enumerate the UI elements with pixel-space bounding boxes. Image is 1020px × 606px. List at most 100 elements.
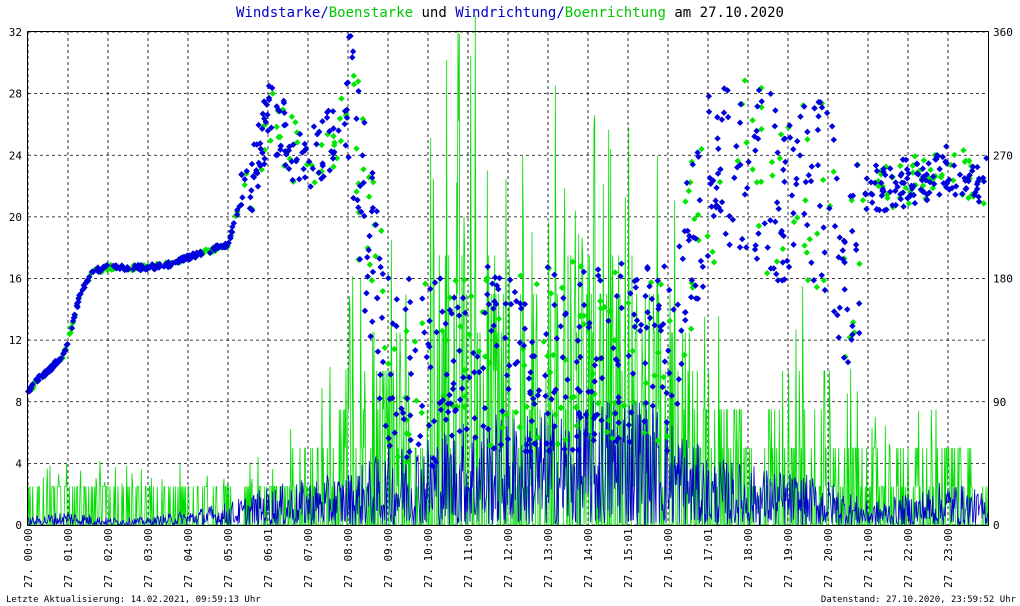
point-windrichtung: [427, 363, 434, 371]
point-windrichtung: [897, 191, 904, 198]
point-boenrichtung: [911, 153, 919, 160]
point-windrichtung: [470, 349, 477, 357]
point-windrichtung: [781, 178, 788, 185]
chart-title: Windstarke/Boenstarke und Windrichtung/B…: [236, 5, 784, 21]
point-windrichtung: [867, 179, 875, 186]
point-boenrichtung: [758, 125, 765, 133]
point-boenrichtung: [457, 323, 464, 330]
point-windrichtung: [368, 174, 376, 181]
point-windrichtung: [745, 158, 752, 166]
point-windrichtung: [443, 371, 450, 378]
point-windrichtung: [772, 107, 779, 114]
point-windrichtung: [878, 179, 885, 187]
point-windrichtung: [448, 432, 456, 439]
point-windrichtung: [268, 84, 276, 92]
point-windrichtung: [676, 243, 683, 250]
point-windrichtung: [484, 425, 492, 433]
point-windrichtung: [543, 330, 550, 338]
point-windrichtung: [576, 388, 584, 395]
point-windrichtung: [250, 174, 258, 181]
point-windrichtung: [421, 329, 428, 336]
point-windrichtung: [506, 276, 514, 284]
point-windrichtung: [615, 434, 622, 442]
point-boenrichtung: [589, 370, 597, 377]
point-windrichtung: [387, 371, 394, 378]
point-windrichtung: [764, 244, 771, 251]
point-boenrichtung: [66, 330, 73, 338]
point-windrichtung: [755, 230, 762, 237]
point-boenrichtung: [330, 163, 337, 170]
point-boenrichtung: [411, 338, 419, 345]
point-windrichtung: [913, 170, 921, 177]
point-boenrichtung: [330, 132, 337, 140]
point-boenrichtung: [534, 434, 542, 441]
point-windrichtung: [922, 177, 930, 184]
point-windrichtung: [781, 135, 789, 142]
point-windrichtung: [835, 254, 842, 261]
point-windrichtung: [248, 160, 256, 168]
point-windrichtung: [103, 262, 111, 269]
point-boenrichtung: [461, 367, 468, 374]
point-windrichtung: [431, 279, 439, 286]
point-boenrichtung: [554, 440, 562, 448]
point-windrichtung: [637, 321, 645, 328]
point-windrichtung: [227, 235, 234, 242]
point-boenrichtung: [523, 403, 531, 410]
point-windrichtung: [663, 389, 670, 397]
point-boenrichtung: [353, 145, 360, 152]
point-windrichtung: [517, 305, 525, 312]
point-windrichtung: [744, 184, 751, 192]
point-windrichtung: [290, 141, 297, 148]
point-windrichtung: [363, 289, 370, 297]
point-windrichtung: [484, 291, 491, 298]
x-tick-0: 27. 00:00: [22, 528, 35, 588]
point-windrichtung: [74, 303, 81, 311]
point-windrichtung: [632, 284, 639, 291]
point-windrichtung: [754, 135, 762, 142]
point-boenrichtung: [749, 166, 756, 173]
point-windrichtung: [598, 354, 605, 362]
x-tick-1: 27. 01:00: [62, 528, 75, 588]
point-windrichtung: [551, 271, 558, 278]
point-windrichtung: [343, 80, 351, 87]
point-windrichtung: [873, 205, 881, 213]
point-windrichtung: [959, 190, 966, 197]
point-windrichtung: [353, 115, 360, 122]
point-windrichtung: [423, 353, 430, 361]
point-boenrichtung: [804, 276, 812, 284]
point-windrichtung: [461, 309, 469, 317]
point-boenrichtung: [460, 403, 468, 411]
point-windrichtung: [282, 161, 289, 169]
point-windrichtung: [956, 171, 964, 178]
point-windrichtung: [839, 247, 846, 254]
point-windrichtung: [456, 428, 463, 435]
point-windrichtung: [739, 235, 746, 243]
point-windrichtung: [831, 223, 839, 230]
point-windrichtung: [717, 166, 724, 173]
point-windrichtung: [722, 230, 729, 238]
point-windrichtung: [523, 441, 530, 448]
point-windrichtung: [705, 93, 713, 100]
point-windrichtung: [84, 277, 92, 284]
point-boenrichtung: [769, 172, 776, 179]
point-windrichtung: [273, 103, 280, 110]
point-boenrichtung: [651, 372, 658, 379]
point-windrichtung: [726, 212, 733, 220]
point-boenrichtung: [682, 198, 689, 205]
point-windrichtung: [51, 361, 59, 369]
point-windrichtung: [433, 328, 440, 336]
point-boenrichtung: [611, 269, 619, 276]
point-windrichtung: [879, 187, 886, 195]
point-windrichtung: [663, 418, 670, 426]
point-windrichtung: [689, 161, 696, 168]
point-windrichtung: [721, 85, 728, 92]
point-windrichtung: [268, 124, 275, 131]
point-boenrichtung: [848, 197, 855, 204]
point-boenrichtung: [743, 139, 750, 146]
point-boenrichtung: [819, 176, 827, 184]
point-windrichtung: [366, 232, 373, 240]
point-windrichtung: [598, 417, 605, 424]
point-windrichtung: [974, 178, 982, 186]
x-tick-22: 27. 22:00: [902, 528, 915, 588]
point-windrichtung: [503, 372, 511, 379]
